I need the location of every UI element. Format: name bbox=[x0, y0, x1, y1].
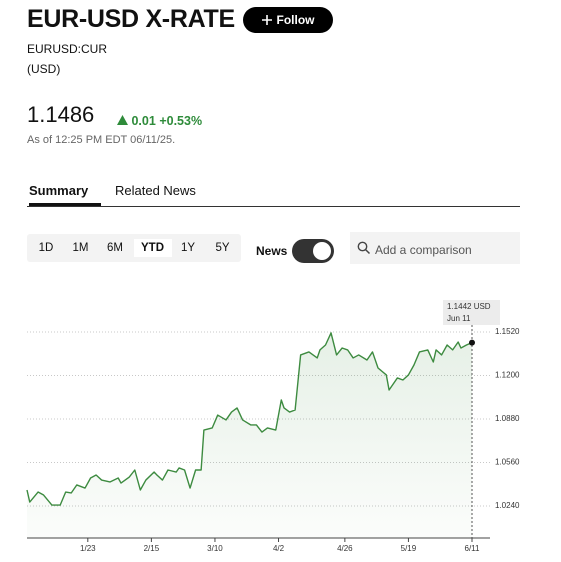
x-tick-label: 3/10 bbox=[207, 544, 223, 553]
ticker: EURUSD:CUR bbox=[27, 42, 108, 56]
page-title: EUR-USD X-RATE bbox=[27, 5, 235, 33]
toggle-knob bbox=[313, 242, 331, 260]
last-point bbox=[469, 339, 475, 346]
news-label: News bbox=[256, 244, 288, 258]
y-tick-label: 1.0240 bbox=[495, 501, 520, 510]
range-selector: 1D 1M 6M YTD 1Y 5Y bbox=[27, 234, 241, 262]
price: 1.1486 bbox=[27, 102, 95, 127]
y-tick-label: 1.1200 bbox=[495, 371, 520, 380]
tooltip-value: 1.1442 USD bbox=[447, 302, 491, 311]
x-tick-label: 5/19 bbox=[401, 544, 417, 553]
x-tick-label: 1/23 bbox=[80, 544, 96, 553]
comparison-placeholder: Add a comparison bbox=[375, 243, 472, 257]
change: 0.01 +0.53% bbox=[117, 114, 202, 128]
plus-icon bbox=[261, 15, 272, 25]
timestamp: As of 12:25 PM EDT 06/11/25. bbox=[27, 134, 176, 146]
follow-button[interactable]: Follow bbox=[243, 7, 333, 33]
currency: (USD) bbox=[27, 62, 61, 76]
tab-bar: Summary Related News bbox=[27, 180, 520, 207]
y-tick-label: 1.0560 bbox=[495, 458, 520, 467]
x-tick-label: 2/15 bbox=[144, 544, 160, 553]
change-pct: +0.53% bbox=[159, 114, 203, 128]
y-tick-label: 1.0880 bbox=[495, 414, 520, 423]
news-toggle[interactable] bbox=[292, 239, 334, 263]
y-tick-label: 1.1520 bbox=[495, 327, 520, 336]
x-tick-label: 4/2 bbox=[273, 544, 285, 553]
x-tick-label: 6/11 bbox=[465, 544, 481, 553]
range-button[interactable]: YTD bbox=[133, 239, 172, 257]
tooltip-box bbox=[443, 300, 500, 325]
range-button[interactable]: 1M bbox=[72, 242, 89, 254]
price-line bbox=[26, 332, 473, 506]
follow-label: Follow bbox=[276, 13, 315, 27]
change-value: 0.01 bbox=[131, 114, 156, 128]
tab[interactable]: Summary bbox=[29, 183, 101, 206]
range-button[interactable]: 6M bbox=[107, 242, 123, 254]
area-fill bbox=[27, 332, 472, 538]
x-tick-label: 4/26 bbox=[337, 544, 353, 553]
comparison-input[interactable]: Add a comparison bbox=[350, 232, 520, 264]
range-button[interactable]: 1Y bbox=[180, 242, 196, 254]
tab[interactable]: Related News bbox=[115, 183, 196, 198]
chart: 1.0240 1.0560 1.0880 1.1200 1.1520 1/23 2/15 3/… bbox=[26, 300, 520, 553]
up-arrow bbox=[117, 115, 128, 125]
range-button[interactable]: 1D bbox=[38, 242, 54, 254]
range-button[interactable]: 5Y bbox=[215, 242, 230, 254]
tooltip-date: Jun 11 bbox=[447, 314, 471, 323]
search-icon bbox=[357, 241, 371, 255]
